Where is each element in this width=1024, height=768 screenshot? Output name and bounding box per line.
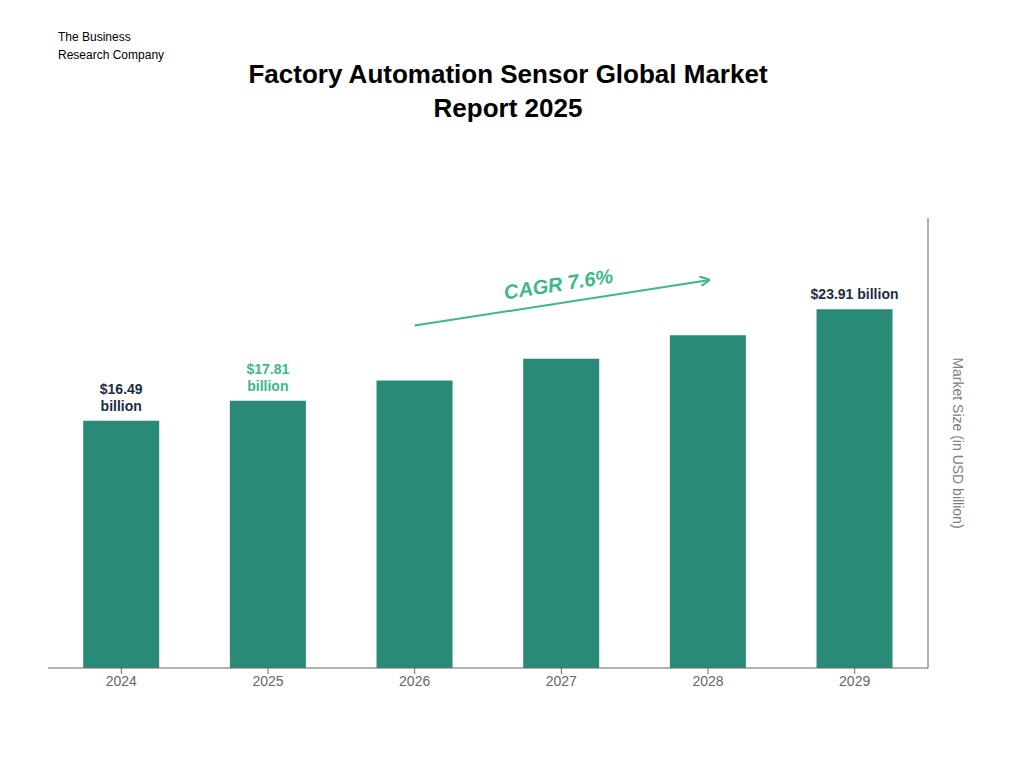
- svg-text:2026: 2026: [399, 673, 430, 689]
- svg-text:2025: 2025: [252, 673, 283, 689]
- svg-text:2029: 2029: [839, 673, 870, 689]
- html-text:Factory Automation Sensor Glob: Factory Automation Sensor Global Market …: [248, 59, 768, 123]
- svg-text:2024: 2024: [106, 673, 137, 689]
- svg-text:CAGR 7.6%: CAGR 7.6%: [502, 265, 614, 304]
- svg-text:2027: 2027: [546, 673, 577, 689]
- svg-text:$16.49billion: $16.49billion: [100, 381, 143, 414]
- svg-text:2028: 2028: [692, 673, 723, 689]
- svg-text:$23.91 billion: $23.91 billion: [811, 286, 899, 302]
- svg-text:Market Size (in USD billion): Market Size (in USD billion): [950, 357, 966, 528]
- svg-text:$17.81billion: $17.81billion: [246, 361, 289, 394]
- html-text:The Business Research Company: The Business Research Company: [58, 30, 165, 62]
